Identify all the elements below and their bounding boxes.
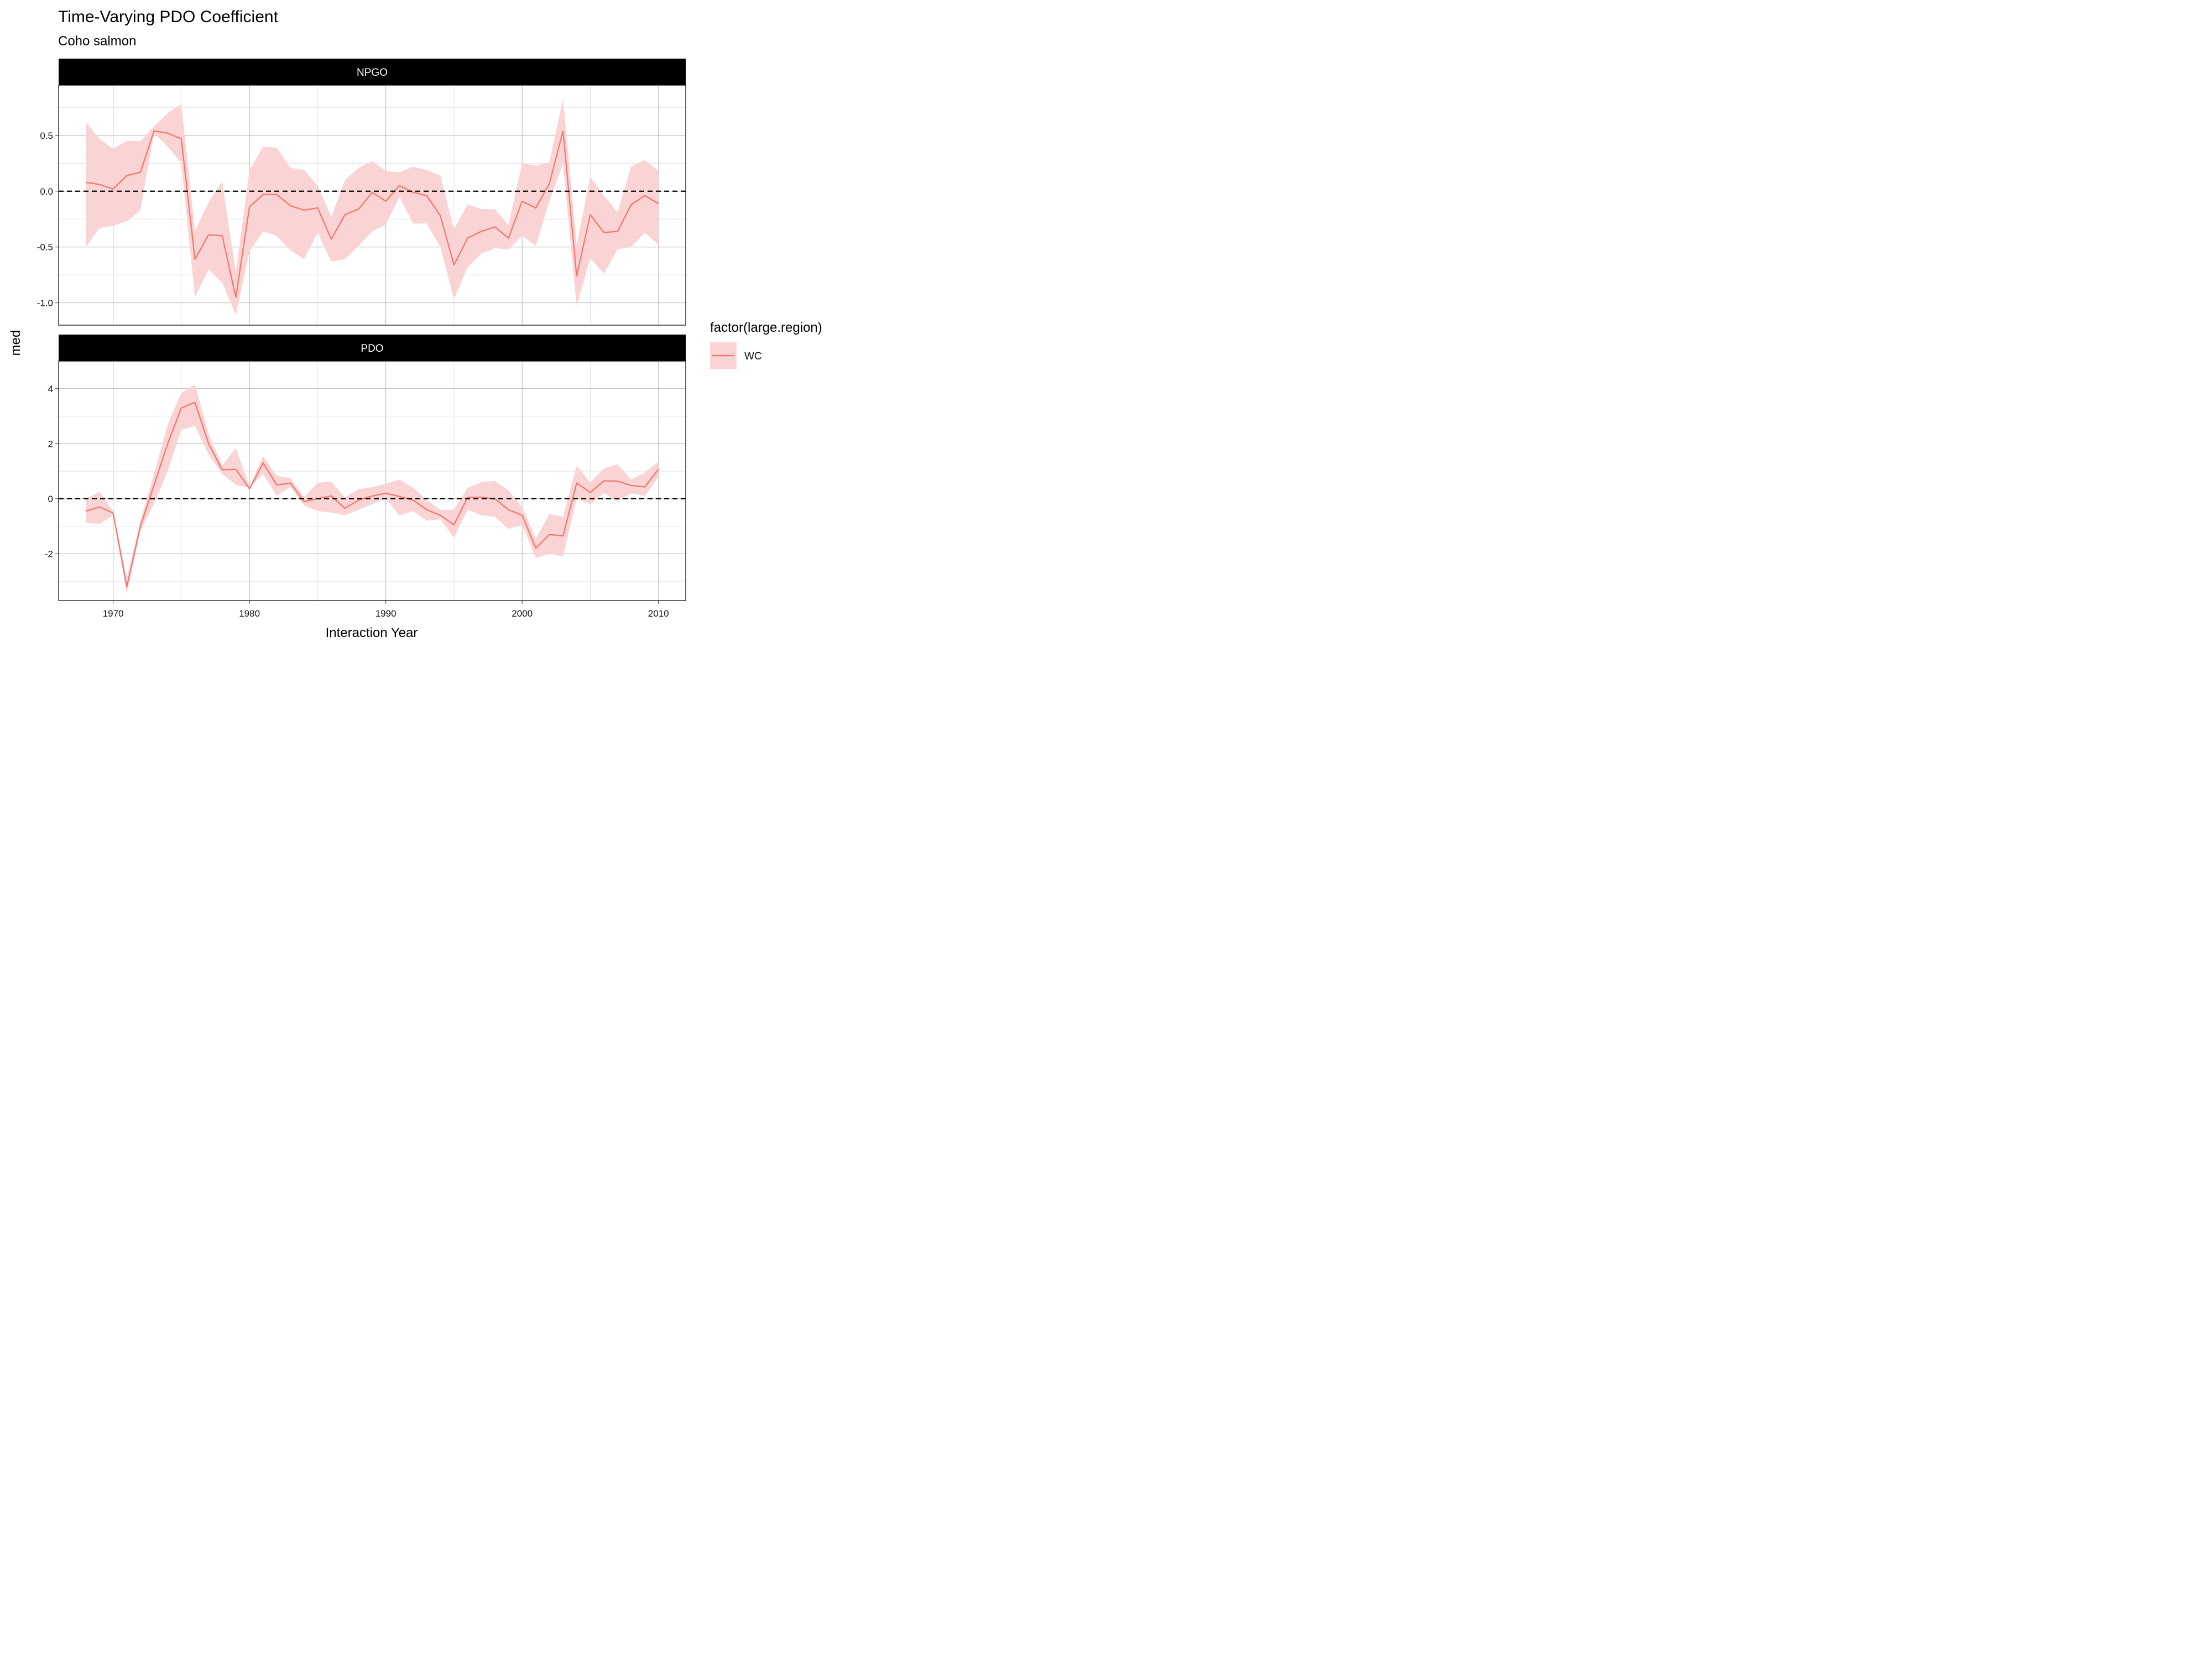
y-axis-title: med xyxy=(8,330,23,356)
legend-title: factor(large.region) xyxy=(710,320,822,335)
y-tick-label: 0.5 xyxy=(40,131,53,141)
y-tick-label: 0.0 xyxy=(40,186,53,197)
panels-layer: NPGO -1.0 -0.5 0.0 0.5 PDO -2 0 2 4 xyxy=(37,59,686,601)
ci-ribbon-wc xyxy=(86,98,659,315)
x-tick-label: 2010 xyxy=(648,608,669,619)
x-tick-label: 1990 xyxy=(375,608,397,619)
faceted-line-chart: Time-Varying PDO Coefficient Coho salmon… xyxy=(8,8,822,640)
x-axis-title: Interaction Year xyxy=(326,625,418,640)
x-axis: 1970 1980 1990 2000 2010 xyxy=(103,601,669,619)
y-tick-label: 4 xyxy=(48,384,53,394)
panel-border xyxy=(58,85,686,326)
x-tick-label: 1980 xyxy=(239,608,260,619)
facet-strip xyxy=(59,59,686,85)
chart-root: Time-Varying PDO Coefficient Coho salmon… xyxy=(0,0,857,643)
y-tick-label: 2 xyxy=(48,439,53,449)
facet-strip xyxy=(59,335,686,361)
chart-subtitle: Coho salmon xyxy=(58,34,136,49)
panel-border xyxy=(58,361,686,601)
panel-npgo: NPGO -1.0 -0.5 0.0 0.5 xyxy=(37,59,686,326)
facet-strip-label: PDO xyxy=(361,343,383,354)
legend-label-wc: WC xyxy=(744,351,762,362)
y-tick-label: -1.0 xyxy=(37,298,53,309)
ci-ribbon-wc xyxy=(86,384,659,594)
y-tick-label: -2 xyxy=(45,549,53,559)
chart-title: Time-Varying PDO Coefficient xyxy=(58,8,279,26)
panel-pdo: PDO -2 0 2 4 xyxy=(45,335,686,601)
x-tick-label: 1970 xyxy=(103,608,124,619)
y-tick-label: -0.5 xyxy=(37,242,53,253)
series-line-wc xyxy=(86,130,659,298)
x-tick-label: 2000 xyxy=(512,608,533,619)
facet-strip-label: NPGO xyxy=(357,67,388,79)
legend: factor(large.region) WC xyxy=(710,320,822,369)
series-line-wc xyxy=(85,401,659,588)
y-tick-label: 0 xyxy=(48,494,53,504)
